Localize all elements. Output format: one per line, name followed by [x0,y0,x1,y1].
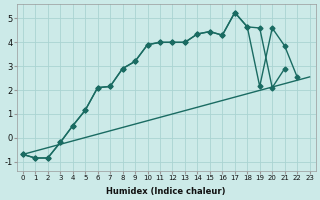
X-axis label: Humidex (Indice chaleur): Humidex (Indice chaleur) [107,187,226,196]
